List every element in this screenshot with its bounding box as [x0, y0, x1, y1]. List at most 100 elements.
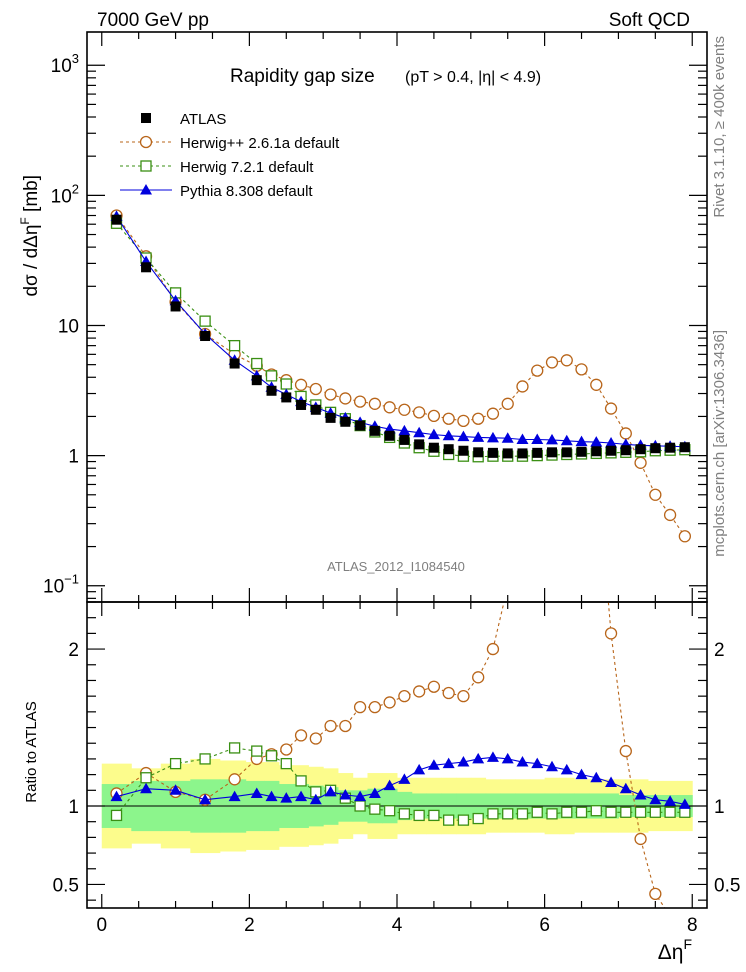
ratio-point [280, 743, 293, 756]
header-right: Soft QCD [609, 10, 690, 31]
ratio-point [265, 750, 278, 762]
x-tick-label: 2 [244, 915, 255, 936]
ratio-point [354, 790, 367, 802]
main-point [170, 301, 181, 312]
chart-subtitle: (pT > 0.4, |η| < 4.9) [405, 69, 541, 86]
ratio-point [649, 793, 662, 805]
ratio-point [486, 751, 499, 762]
ratio-point [604, 627, 618, 640]
ratio-y-tick-label-right: 1 [714, 797, 725, 818]
ratio-point [383, 779, 396, 791]
y-tick-label: 10−1 [43, 572, 79, 598]
ratio-point [368, 787, 381, 798]
ratio-series-pythia-8-308-default [110, 751, 691, 809]
main-point [590, 436, 603, 447]
main-point [414, 439, 425, 450]
ratio-point [383, 805, 396, 817]
main-point [649, 488, 662, 501]
y-tick-label: 10 [58, 316, 79, 337]
mcplots-label: mcplots.cern.ch [arXiv:1306.3436] [711, 330, 728, 557]
ratio-point [619, 744, 632, 758]
legend-marker [140, 184, 152, 195]
ratio-point [442, 686, 455, 700]
legend-label: Pythia 8.308 default [180, 183, 313, 200]
main-point [531, 433, 544, 444]
main-point [294, 378, 308, 391]
main-point [575, 363, 588, 376]
main-point [590, 378, 603, 391]
main-point [517, 448, 528, 459]
ratio-point [442, 757, 455, 769]
legend-label: ATLAS [180, 111, 226, 128]
main-point [324, 388, 337, 401]
ratio-point [560, 763, 573, 775]
ratio-point [634, 832, 647, 846]
ratio-point [295, 775, 307, 787]
main-point [427, 409, 441, 423]
main-point [502, 448, 513, 459]
ratio-point [457, 814, 470, 826]
main-point [665, 442, 676, 453]
ratio-point [110, 790, 123, 802]
y-tick-label: 102 [51, 181, 79, 207]
main-point [545, 356, 559, 369]
ratio-point [665, 910, 676, 921]
main-point [486, 431, 499, 443]
main-series-herwig-2-6-1a-default [110, 209, 692, 543]
main-point [634, 456, 647, 469]
ratio-point [547, 189, 558, 200]
ratio-y-tick-label: 0.5 [53, 875, 79, 896]
ratio-point [265, 790, 278, 802]
ratio-point [398, 690, 411, 703]
legend-item-herwig-7-2-1-default: Herwig 7.2.1 default [120, 159, 314, 176]
main-point [355, 420, 366, 431]
ratio-point [339, 719, 352, 733]
main-point [369, 425, 380, 436]
ratio-point [501, 752, 514, 764]
main-point [620, 445, 631, 456]
ratio-point [353, 700, 367, 714]
main-point [472, 412, 485, 425]
y-axis-label: dσ / dΔηF [mb] [18, 175, 42, 297]
ratio-point [634, 789, 647, 800]
ratio-point [590, 771, 603, 783]
ratio-plot-panel: 0 2 4 6 8 0.5 0.5 1 1 2 2 Ratio to ATLAS ΔηF [23, 157, 740, 964]
main-point [427, 428, 440, 440]
legend-item-pythia-8-308-default: Pythia 8.308 default [120, 183, 313, 200]
main-point [428, 442, 439, 453]
main-point [501, 432, 514, 443]
main-point [413, 426, 426, 438]
ratio-point [169, 757, 182, 770]
ratio-point [324, 785, 337, 797]
rivet-label: Rivet 3.1.10, ≥ 400k events [711, 36, 728, 218]
ratio-series-herwig-2-6-1a-default [110, 157, 676, 921]
main-point [457, 430, 470, 442]
ratio-point [457, 690, 470, 703]
main-point [531, 364, 544, 377]
main-point [251, 357, 263, 370]
ratio-point [561, 157, 572, 168]
main-point [457, 414, 470, 427]
main-point [443, 444, 454, 455]
ratio-point [502, 581, 513, 592]
main-point [141, 262, 152, 273]
ratio-point [576, 283, 587, 294]
x-tick-label: 0 [96, 915, 107, 936]
main-point [591, 446, 602, 457]
ratio-point [605, 776, 618, 787]
ratio-point [199, 793, 212, 805]
main-point [199, 315, 211, 327]
main-point [340, 416, 351, 427]
main-point [473, 447, 484, 458]
ratio-point [413, 809, 425, 822]
ratio-point [427, 759, 440, 770]
main-point [560, 354, 573, 367]
ratio-point [339, 789, 352, 800]
ratio-point [140, 782, 153, 794]
main-point [399, 434, 410, 445]
ratio-point [620, 806, 632, 818]
ratio-point [228, 790, 241, 802]
ratio-point [664, 806, 676, 818]
ratio-point [516, 756, 529, 767]
